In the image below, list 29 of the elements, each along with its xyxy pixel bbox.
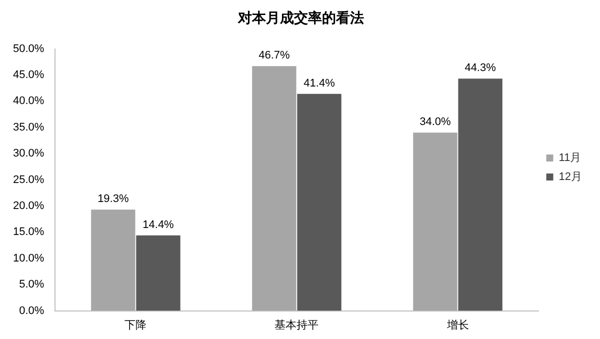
data-label: 19.3%	[98, 193, 129, 206]
legend-label: 11月	[558, 152, 582, 164]
bar	[458, 78, 502, 311]
data-label: 14.4%	[142, 218, 174, 231]
bar	[297, 94, 342, 311]
data-label: 46.7%	[258, 50, 290, 62]
bar	[413, 132, 458, 311]
y-tick-label: 30.0%	[12, 148, 44, 160]
y-tick-label: 5.0%	[19, 278, 44, 291]
x-tick-label: 下降	[124, 319, 147, 332]
y-tick-label: 45.0%	[12, 69, 44, 82]
data-label: 34.0%	[420, 116, 452, 128]
y-tick-label: 25.0%	[12, 174, 44, 186]
data-label: 41.4%	[304, 77, 336, 90]
y-tick-label: 0.0%	[19, 304, 44, 317]
y-tick-label: 40.0%	[12, 95, 44, 108]
y-tick-label: 15.0%	[12, 226, 44, 238]
x-tick-label: 增长	[446, 318, 469, 332]
x-tick-label: 基本持平	[274, 318, 319, 332]
data-label: 44.3%	[464, 62, 496, 74]
y-tick-label: 35.0%	[12, 121, 44, 134]
y-tick-label: 10.0%	[12, 252, 44, 264]
y-tick-label: 50.0%	[12, 42, 44, 55]
bar	[136, 235, 180, 311]
chart-title: 对本月成交率的看法	[237, 9, 364, 26]
y-tick-label: 20.0%	[12, 200, 44, 212]
legend-label: 12月	[558, 171, 582, 184]
bar	[252, 66, 296, 311]
bar	[91, 210, 136, 311]
